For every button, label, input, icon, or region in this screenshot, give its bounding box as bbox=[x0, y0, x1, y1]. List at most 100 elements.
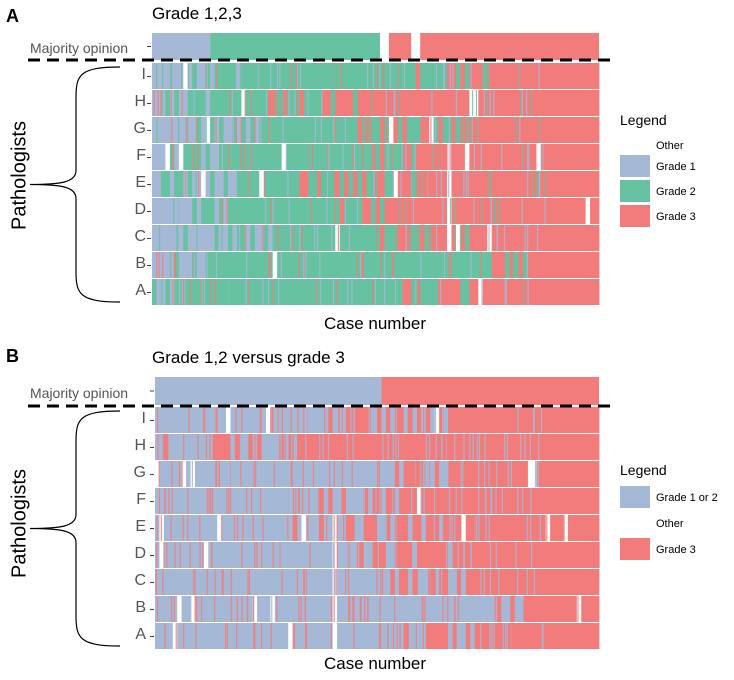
streak-c-9-b bbox=[306, 569, 308, 595]
cell-e-82-a bbox=[518, 171, 524, 197]
cell-h-81-b bbox=[514, 434, 520, 460]
cell-b-4-b bbox=[172, 596, 178, 622]
cell-b-85-b bbox=[532, 596, 538, 622]
streak-b-54-b bbox=[360, 596, 362, 622]
cell-d-99-a bbox=[594, 198, 600, 224]
cell-c-44-b bbox=[350, 569, 356, 595]
streak-c-16-a bbox=[409, 225, 411, 251]
cell-e-29-a bbox=[281, 171, 287, 197]
cell-f-15-a bbox=[219, 144, 224, 170]
cell-i-53-b bbox=[390, 407, 396, 433]
cell-a-40-b bbox=[332, 623, 338, 649]
streak-c-25-a bbox=[488, 225, 490, 251]
cell-g-67-b bbox=[452, 461, 458, 487]
cell-c-84-a bbox=[527, 225, 533, 251]
cell-e-40-b bbox=[332, 515, 338, 541]
cell-i-29-a bbox=[281, 63, 287, 89]
streak-g-42-b bbox=[158, 461, 160, 487]
cell-e-41-a bbox=[335, 171, 341, 197]
streak-i-54-b bbox=[390, 407, 392, 433]
cell-e-63-b bbox=[434, 515, 440, 541]
cell-c-16-b bbox=[226, 569, 231, 595]
streak-a-7-a bbox=[248, 279, 250, 305]
streak-i-12-a bbox=[155, 63, 158, 89]
cell-f-49-b bbox=[372, 488, 378, 514]
cell-e-78-b bbox=[501, 515, 507, 541]
streak-e-4-b bbox=[262, 515, 264, 541]
legend-title-b: Legend bbox=[620, 462, 667, 478]
streak-e-57-a bbox=[527, 171, 529, 197]
cell-d-48-a bbox=[366, 198, 372, 224]
cell-h-47-b bbox=[363, 434, 369, 460]
cell-c-31-a bbox=[290, 225, 296, 251]
cell-f-52-b bbox=[385, 488, 391, 514]
cell-d-64-a bbox=[438, 198, 443, 224]
cell-e-60-b bbox=[421, 515, 427, 541]
cell-h-59-b bbox=[416, 434, 422, 460]
cell-b-31-a bbox=[290, 252, 296, 278]
cell-g-88-b bbox=[545, 461, 551, 487]
cell-b-78-a bbox=[500, 252, 506, 278]
streak-f-59-a bbox=[534, 144, 536, 170]
cell-h-15-b bbox=[221, 434, 227, 460]
cell-b-5-b bbox=[177, 596, 183, 622]
legend-key-grade2-a bbox=[620, 180, 650, 202]
streak-c-31-b bbox=[380, 569, 382, 595]
cell-i-46-a bbox=[357, 63, 363, 89]
cell-b-22-a bbox=[250, 252, 256, 278]
streak-c-32-b bbox=[445, 569, 448, 595]
cell-i-65-a bbox=[442, 63, 448, 89]
streak-h-38-a bbox=[397, 90, 399, 116]
cell-a-32-b bbox=[297, 623, 302, 649]
streak-b-46-b bbox=[583, 596, 586, 622]
cell-d-67-a bbox=[451, 198, 457, 224]
cell-f-71-a bbox=[469, 144, 475, 170]
streak-c-51-b bbox=[489, 569, 492, 595]
streak-f-29-b bbox=[485, 488, 487, 514]
streak-a-12-a bbox=[182, 279, 185, 305]
cell-f-36-a bbox=[312, 144, 318, 170]
streak-i-11-b bbox=[338, 407, 340, 433]
cell-h-92-a bbox=[563, 90, 569, 116]
cell-b-78-b bbox=[501, 596, 507, 622]
cell-c-82-a bbox=[518, 225, 524, 251]
cell-h-51-b bbox=[381, 434, 387, 460]
cell-c-85-a bbox=[531, 225, 537, 251]
cell-h-3-b bbox=[168, 434, 174, 460]
cell-a-80-b bbox=[510, 623, 516, 649]
cell-h-58-a bbox=[411, 90, 417, 116]
cell-d-16-b bbox=[226, 542, 231, 568]
streak-i-14-b bbox=[541, 407, 543, 433]
legend-title-a: Legend bbox=[620, 112, 667, 128]
streak-g-3-a bbox=[205, 117, 207, 143]
streak-d-11-a bbox=[441, 198, 443, 224]
streak-h-51-b bbox=[284, 434, 286, 460]
cell-e-53-b bbox=[390, 515, 396, 541]
cell-h-99-a bbox=[594, 90, 600, 116]
streak-g-59-a bbox=[333, 117, 335, 143]
streak-c-3-a bbox=[345, 225, 347, 251]
cell-h-3-a bbox=[165, 90, 171, 116]
streak-g-8-b bbox=[429, 461, 431, 487]
cell-e-4-a bbox=[169, 171, 175, 197]
cell-d-6-b bbox=[181, 542, 187, 568]
streak-i-49-a bbox=[443, 63, 445, 89]
streak-e-31-b bbox=[354, 515, 356, 541]
cell-h-96-b bbox=[581, 434, 587, 460]
cell-a-38-a bbox=[321, 279, 327, 305]
streak-g-55-b bbox=[181, 461, 183, 487]
streak-i-13-b bbox=[585, 407, 588, 433]
cell-d-78-a bbox=[500, 198, 506, 224]
cell-d-30-a bbox=[286, 198, 291, 224]
streak-c-15-a bbox=[546, 225, 548, 251]
streak-h-57-b bbox=[495, 434, 497, 460]
cell-i-94-b bbox=[572, 407, 578, 433]
streak-a-27-a bbox=[180, 279, 182, 305]
cell-i-76-b bbox=[492, 407, 498, 433]
cell-c-28-a bbox=[277, 225, 283, 251]
streak-e-32-a bbox=[341, 171, 343, 197]
cell-c-30-b bbox=[288, 569, 294, 595]
streak-d-50-a bbox=[268, 198, 270, 224]
streak-a-8-b bbox=[437, 623, 439, 649]
cell-h-26-b bbox=[270, 434, 276, 460]
